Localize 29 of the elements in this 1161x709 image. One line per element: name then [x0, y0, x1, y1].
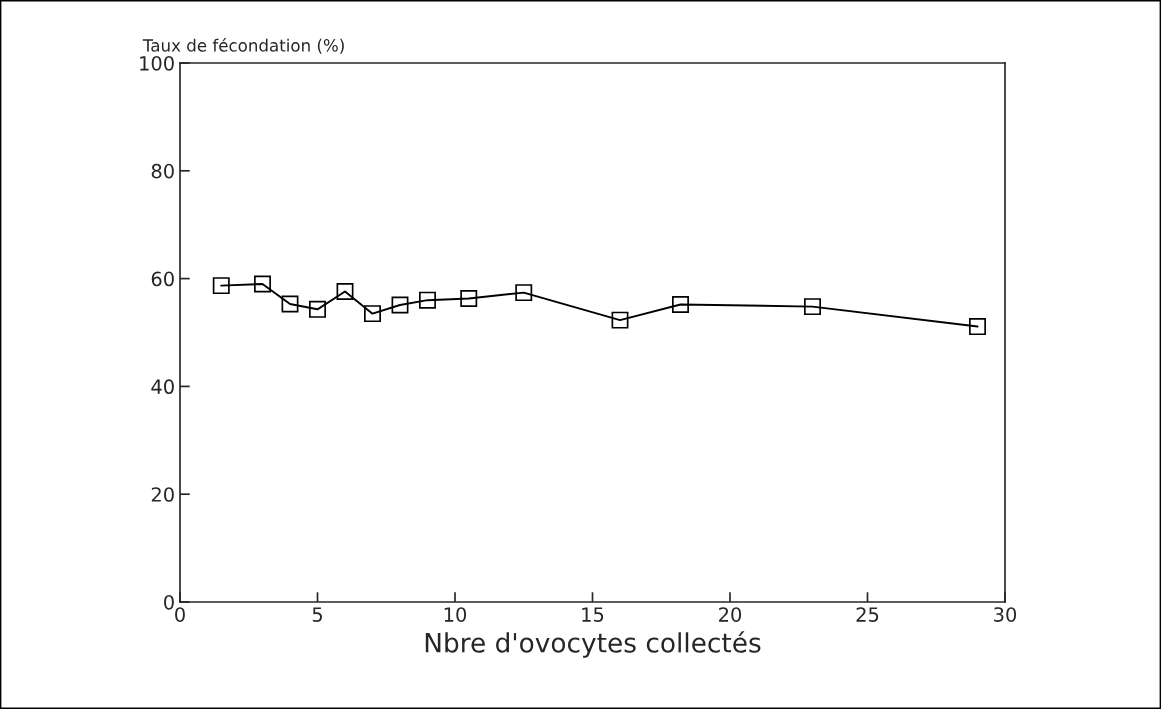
y-tick-label: 100 [140, 55, 174, 71]
y-tick-label: 60 [151, 271, 174, 287]
x-tick-label: 0 [175, 607, 185, 622]
y-tick-label: 40 [151, 379, 174, 395]
point [391, 296, 409, 314]
point [804, 298, 821, 316]
point [672, 295, 689, 313]
point [611, 311, 629, 329]
point [309, 300, 326, 318]
x-tick-label: 5 [312, 607, 322, 622]
point [212, 277, 230, 295]
y-tick-label: 80 [151, 163, 174, 179]
x-tick-label: 30 [994, 607, 1017, 622]
point [460, 290, 478, 308]
x-axis-title: Nbre d'ovocytes collectés [425, 631, 761, 658]
x-tick-label: 15 [582, 607, 604, 622]
y-axis-title: Taux de fécondation (%) [142, 38, 344, 54]
point [364, 305, 381, 323]
point [969, 318, 986, 336]
point [419, 291, 436, 309]
y-tick-label: 0 [164, 594, 174, 610]
point [254, 275, 271, 293]
x-tick-label: 10 [444, 607, 467, 622]
point [515, 284, 533, 302]
point [281, 295, 299, 313]
x-tick-label: 25 [856, 607, 879, 622]
point [336, 283, 354, 301]
x-tick-label: 20 [719, 607, 742, 622]
y-tick-label: 20 [151, 487, 174, 502]
